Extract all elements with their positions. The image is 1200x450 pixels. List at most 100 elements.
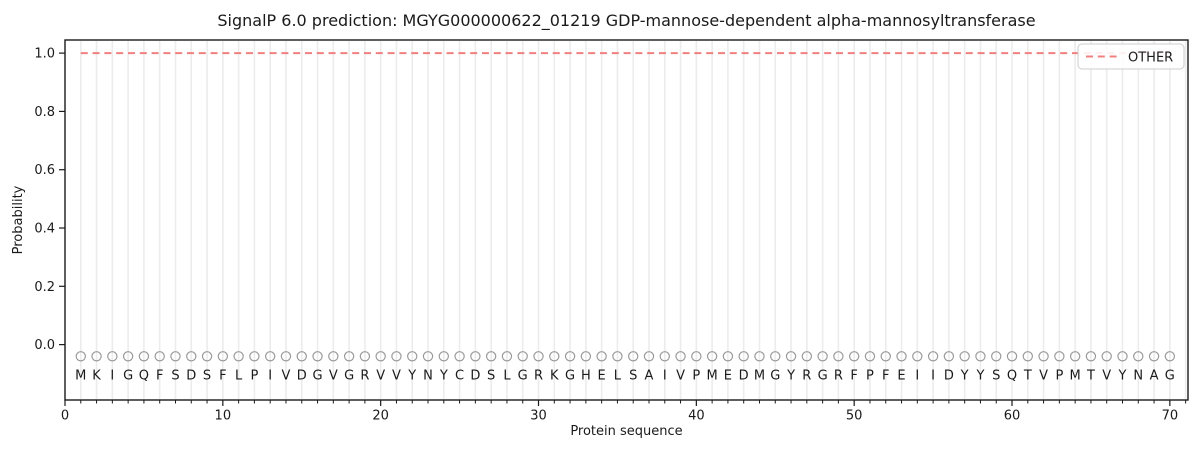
residue-marker-circle bbox=[375, 351, 386, 362]
x-axis-tick-label: 10 bbox=[215, 409, 232, 424]
residue-marker-circle bbox=[785, 351, 797, 362]
residue-marker-circle bbox=[264, 351, 276, 362]
residue-letter: I bbox=[663, 369, 667, 384]
residue-letter: A bbox=[645, 369, 654, 384]
residue-letter: G bbox=[565, 369, 575, 384]
residue-letter: S bbox=[629, 369, 637, 384]
x-axis-tick-label: 40 bbox=[688, 409, 705, 424]
residue-letter: T bbox=[1086, 369, 1095, 384]
legend-box bbox=[1077, 43, 1185, 70]
residue-marker-circle bbox=[91, 351, 102, 362]
residue-marker-circle bbox=[848, 351, 860, 362]
residue-letter: R bbox=[534, 369, 543, 384]
residue-marker-circle bbox=[328, 351, 339, 362]
residue-marker-circle bbox=[943, 351, 955, 362]
x-axis-tick-label: 20 bbox=[372, 409, 389, 424]
x-axis-label: Protein sequence bbox=[570, 424, 682, 439]
residue-marker-circle bbox=[170, 351, 181, 362]
residue-marker-circle bbox=[738, 351, 749, 362]
residue-letter: Q bbox=[139, 369, 149, 384]
x-axis-tick-label: 70 bbox=[1162, 409, 1179, 424]
residue-letter: D bbox=[470, 369, 480, 384]
residue-marker-circle bbox=[1101, 351, 1112, 362]
residue-marker-circle bbox=[438, 351, 450, 362]
residue-marker-circle bbox=[359, 351, 371, 362]
residue-marker-circle bbox=[959, 351, 970, 362]
residue-marker-circle bbox=[770, 351, 781, 362]
residue-marker-circle bbox=[659, 351, 670, 362]
residue-letter: F bbox=[882, 369, 889, 384]
residue-marker-circle bbox=[343, 351, 355, 362]
residue-marker-circle bbox=[1022, 351, 1033, 362]
residue-letter: T bbox=[1023, 369, 1032, 384]
y-axis-label: Probability bbox=[11, 185, 26, 254]
residue-letter: C bbox=[455, 369, 464, 384]
x-axis-tick-label: 50 bbox=[846, 409, 863, 424]
residue-marker-circle bbox=[280, 351, 292, 362]
residue-marker-circle bbox=[612, 351, 623, 362]
residue-letter: V bbox=[376, 369, 385, 384]
residue-marker-circle bbox=[580, 351, 592, 362]
residue-letter: P bbox=[866, 369, 874, 384]
residue-letter: L bbox=[235, 369, 243, 384]
residue-letter: S bbox=[992, 369, 1000, 384]
residue-marker-circle bbox=[628, 351, 639, 362]
residue-marker-circle bbox=[233, 351, 244, 362]
residue-marker-circle bbox=[754, 351, 765, 362]
residue-marker-circle bbox=[643, 351, 655, 362]
residue-marker-circle bbox=[833, 351, 844, 362]
residue-marker-circle bbox=[691, 351, 702, 362]
residue-letter: D bbox=[739, 369, 749, 384]
x-axis-tick-label: 0 bbox=[61, 409, 69, 424]
residue-marker-circle bbox=[249, 351, 260, 362]
residue-letter: R bbox=[360, 369, 369, 384]
residue-marker-circle bbox=[485, 351, 497, 362]
residue-letter: A bbox=[1150, 369, 1159, 384]
residue-letter: R bbox=[802, 369, 811, 384]
residue-letter: S bbox=[171, 369, 179, 384]
y-axis-tick-label: 0.8 bbox=[34, 105, 55, 120]
residue-marker-circle bbox=[107, 351, 118, 362]
residue-marker-circle bbox=[217, 351, 229, 362]
residue-letter: Y bbox=[407, 369, 416, 384]
residue-marker-circle bbox=[912, 351, 923, 362]
residue-marker-circle bbox=[880, 351, 891, 362]
residue-marker-circle bbox=[138, 351, 150, 362]
residue-marker-circle bbox=[533, 351, 544, 362]
residue-letter: I bbox=[268, 369, 272, 384]
y-axis-tick-label: 0.2 bbox=[34, 280, 55, 295]
residue-marker-circle bbox=[154, 351, 165, 362]
residue-marker-circle bbox=[201, 351, 213, 362]
residue-marker-circle bbox=[549, 351, 560, 362]
residue-letter: F bbox=[219, 369, 226, 384]
residue-letter: R bbox=[834, 369, 843, 384]
residue-marker-circle bbox=[801, 351, 813, 362]
residue-letter: G bbox=[770, 369, 780, 384]
residue-letter: S bbox=[203, 369, 211, 384]
residue-letter: D bbox=[186, 369, 196, 384]
x-axis-tick-label: 30 bbox=[530, 409, 547, 424]
residue-marker-circle bbox=[407, 351, 418, 362]
residue-letter: G bbox=[818, 369, 828, 384]
residue-marker-circle bbox=[470, 351, 481, 362]
residue-marker-circle bbox=[517, 351, 528, 362]
residue-letter: M bbox=[754, 369, 765, 384]
residue-marker-circle bbox=[1117, 351, 1128, 362]
residue-marker-circle bbox=[1054, 351, 1065, 362]
residue-marker-circle bbox=[454, 351, 465, 362]
residue-letter: G bbox=[1165, 369, 1175, 384]
residue-letter: M bbox=[707, 369, 718, 384]
residue-marker-circle bbox=[1069, 351, 1081, 362]
residue-letter: N bbox=[423, 369, 433, 384]
residue-marker-circle bbox=[391, 351, 402, 362]
residue-letter: G bbox=[123, 369, 133, 384]
residue-letter: I bbox=[931, 369, 935, 384]
x-axis-tick-label: 60 bbox=[1004, 409, 1021, 424]
residue-letter: N bbox=[1133, 369, 1143, 384]
residue-marker-circle bbox=[296, 351, 307, 362]
residue-letter: Y bbox=[1118, 369, 1127, 384]
residue-marker-circle bbox=[864, 351, 876, 362]
residue-marker-circle bbox=[722, 351, 734, 362]
